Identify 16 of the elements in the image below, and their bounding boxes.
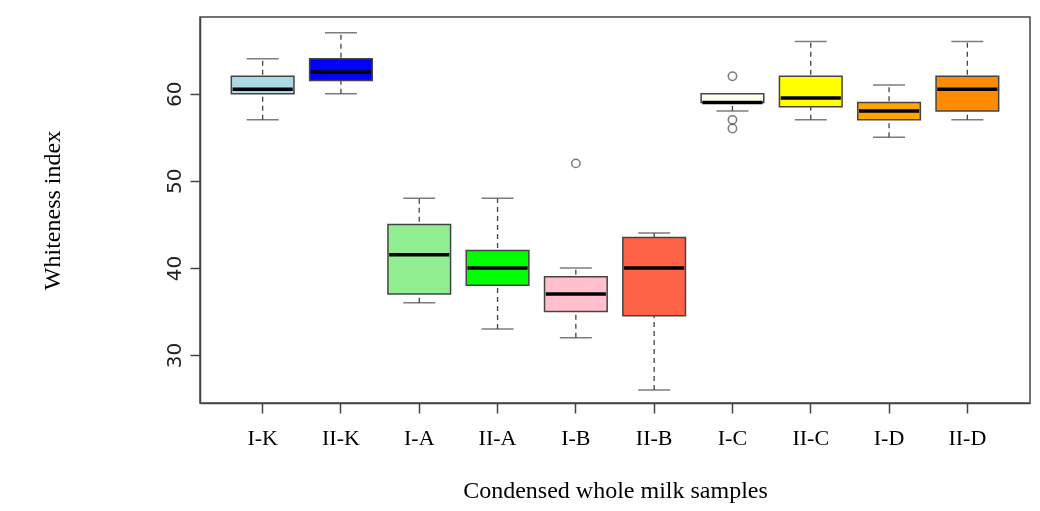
x-tick-label: I-B bbox=[561, 424, 591, 450]
x-tick-label: II-D bbox=[948, 424, 987, 450]
x-tick-label: II-C bbox=[792, 424, 830, 450]
y-tick-label: 30 bbox=[161, 342, 186, 369]
x-tick-label: I-C bbox=[717, 424, 748, 450]
y-axis-title: Whiteness index bbox=[38, 130, 65, 291]
y-tick-label: 50 bbox=[161, 168, 186, 195]
y-tick-label: 40 bbox=[161, 255, 186, 282]
x-tick-label: II-B bbox=[635, 424, 673, 450]
x-tick-label: I-K bbox=[247, 424, 279, 450]
x-axis-title: Condensed whole milk samples bbox=[463, 476, 768, 503]
x-tick-label: II-K bbox=[322, 424, 360, 450]
x-tick-label: I-A bbox=[403, 424, 435, 450]
x-tick-label: I-D bbox=[873, 424, 905, 450]
x-tick-label: II-A bbox=[478, 424, 517, 450]
y-tick-label: 60 bbox=[161, 81, 186, 107]
